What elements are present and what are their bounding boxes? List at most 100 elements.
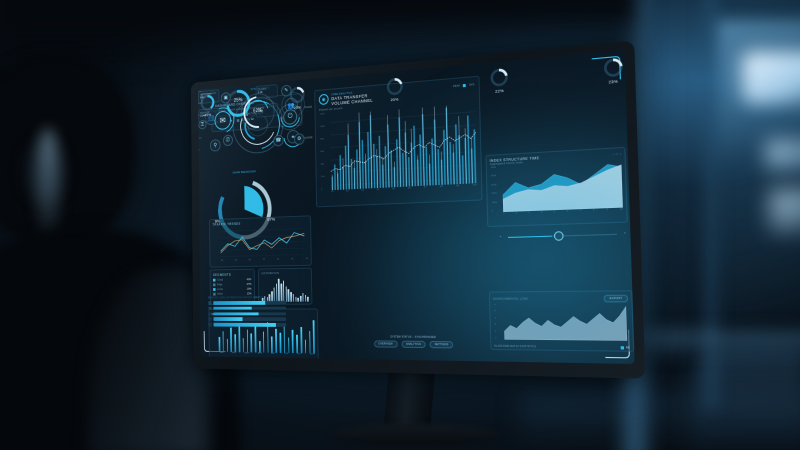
bar <box>242 338 245 353</box>
kpi-item[interactable]: -40% <box>198 93 216 117</box>
footer-tab-settings[interactable]: SETTINGS <box>429 340 454 349</box>
footer-tab-overview[interactable]: OVERVIEW <box>373 340 398 348</box>
spike-bar <box>373 143 376 188</box>
kpi-item[interactable]: 20% <box>384 76 405 102</box>
kpi-item[interactable]: 22% <box>488 67 511 95</box>
range-slider[interactable]: ◂ ▸ <box>500 229 626 243</box>
kpi-donut <box>602 57 624 79</box>
legend-item[interactable]: Local 19% <box>213 288 251 291</box>
main-chart-plot: 1200 1000 800 600 400 200 0 <box>319 101 477 198</box>
bar <box>297 297 299 302</box>
background-floor-glow <box>520 392 800 450</box>
index-structure-y-axis: 5000 4000 3000 2000 1000 0 <box>491 167 497 213</box>
bar <box>291 330 294 354</box>
bar <box>218 336 221 353</box>
target-icon[interactable]: ⚲ <box>209 139 221 152</box>
service-load-row[interactable] <box>208 317 287 322</box>
index-control-prev[interactable]: ‹ <box>612 152 614 156</box>
segments-title: SEGMENTS <box>212 272 232 277</box>
axis-tick: 1000 <box>491 201 498 204</box>
progress-track <box>213 322 287 327</box>
bar <box>262 331 265 353</box>
kpi-item[interactable]: 20% <box>288 85 308 110</box>
spike-bar <box>449 141 452 184</box>
bar <box>278 278 280 302</box>
progress-fill <box>213 300 266 305</box>
legend-label: Other <box>217 292 224 296</box>
monitor-stand-base <box>330 424 500 446</box>
legend-value: 27% <box>246 282 252 286</box>
kpi-donut <box>199 93 215 112</box>
axis-tick: 4 <box>494 317 497 320</box>
kpi-label: 23% <box>608 78 619 85</box>
bar <box>292 294 295 302</box>
bar <box>307 297 309 302</box>
legend-marker-icon <box>213 278 216 282</box>
axis-tick: 600 <box>320 150 325 153</box>
kpi-donut <box>289 85 306 104</box>
footer-marker-icon <box>620 346 624 350</box>
kpi-label: 22% <box>495 87 504 94</box>
background-pillar-secondary <box>700 0 722 410</box>
bar <box>230 327 233 353</box>
kpi-item[interactable]: 23% <box>600 56 625 85</box>
spike-bar <box>413 125 416 186</box>
legend-value: 42% <box>246 277 252 281</box>
spike-bar <box>356 148 359 189</box>
footer-chips: OVERVIEW ANALYTICS SETTINGS <box>302 340 534 350</box>
legend-value: 12% <box>246 292 252 296</box>
pie-labels: 9% 67% <box>205 201 286 245</box>
slider-max-icon[interactable]: ▸ <box>624 231 626 235</box>
service-load-row[interactable] <box>208 306 287 311</box>
index-control-next[interactable]: › <box>619 151 622 156</box>
legend-item[interactable]: Cloud 42% <box>213 277 252 282</box>
distribution-histogram-panel: DISTRIBUTION <box>257 267 313 305</box>
bar <box>254 325 257 353</box>
bar <box>285 286 287 302</box>
kpi-donut <box>489 67 509 88</box>
slider-handle[interactable] <box>553 231 564 241</box>
export-button[interactable]: EXPORT <box>603 294 629 303</box>
spike-bar <box>384 145 387 188</box>
bar <box>283 357 286 364</box>
slider-fill <box>507 235 552 239</box>
service-load-row[interactable] <box>208 322 287 327</box>
legend-item[interactable]: Edge 27% <box>213 283 251 286</box>
legend-marker-icon <box>213 287 216 291</box>
spike-bar <box>378 135 382 188</box>
service-load-row[interactable] <box>208 311 287 316</box>
spike-bar <box>367 131 370 188</box>
bar <box>271 291 273 302</box>
bar <box>283 324 286 354</box>
legend-item[interactable]: Other 12% <box>213 292 252 296</box>
axis-tick: 3 <box>494 323 497 327</box>
axis-tick: 4000 <box>491 175 497 178</box>
axis-tick: 2 <box>495 330 497 333</box>
spike-bar <box>334 163 336 190</box>
monitor-screen: DASHBOARD OVERVIEW Real-time network ana… <box>198 50 635 364</box>
axis-tick: 500 <box>198 90 202 94</box>
bar <box>222 331 225 353</box>
axis-tick: 5 <box>494 310 496 313</box>
slider-min-icon[interactable]: ◂ <box>499 234 502 239</box>
bar <box>271 336 273 353</box>
monitor-bezel: DASHBOARD OVERVIEW Real-time network ana… <box>190 40 646 379</box>
spike-bar <box>395 138 399 187</box>
bar <box>275 328 277 353</box>
radial-node-label-share: SHARE <box>304 136 313 140</box>
share-pie-chart[interactable] <box>214 173 277 245</box>
footer-tab-analytics[interactable]: ANALYTICS <box>401 340 426 349</box>
bar <box>280 283 283 302</box>
axis-tick: 3000 <box>491 184 497 187</box>
environmental-load-header: ENVIRONMENTAL LOAD EXPORT <box>493 294 629 303</box>
spike-bar <box>390 149 393 187</box>
axis-tick: 1200 <box>319 112 325 116</box>
legend-marker-icon <box>213 283 216 286</box>
bar <box>296 335 298 354</box>
index-control-stop[interactable]: □ <box>615 152 618 156</box>
legend-label: Local <box>217 287 223 291</box>
bar <box>273 287 275 302</box>
legend-label: Cloud <box>217 278 224 282</box>
service-load-row[interactable] <box>208 300 286 305</box>
